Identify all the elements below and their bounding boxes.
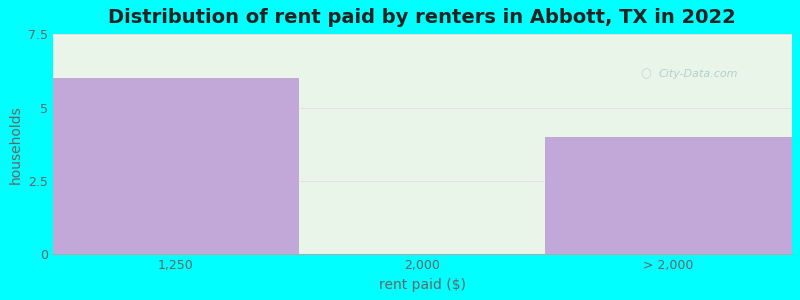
Text: City-Data.com: City-Data.com [658, 69, 738, 79]
Title: Distribution of rent paid by renters in Abbott, TX in 2022: Distribution of rent paid by renters in … [108, 8, 736, 27]
Bar [53, 78, 299, 254]
Text: ○: ○ [640, 68, 651, 80]
X-axis label: rent paid ($): rent paid ($) [378, 278, 466, 292]
Y-axis label: households: households [8, 105, 22, 184]
Bar [546, 137, 792, 254]
